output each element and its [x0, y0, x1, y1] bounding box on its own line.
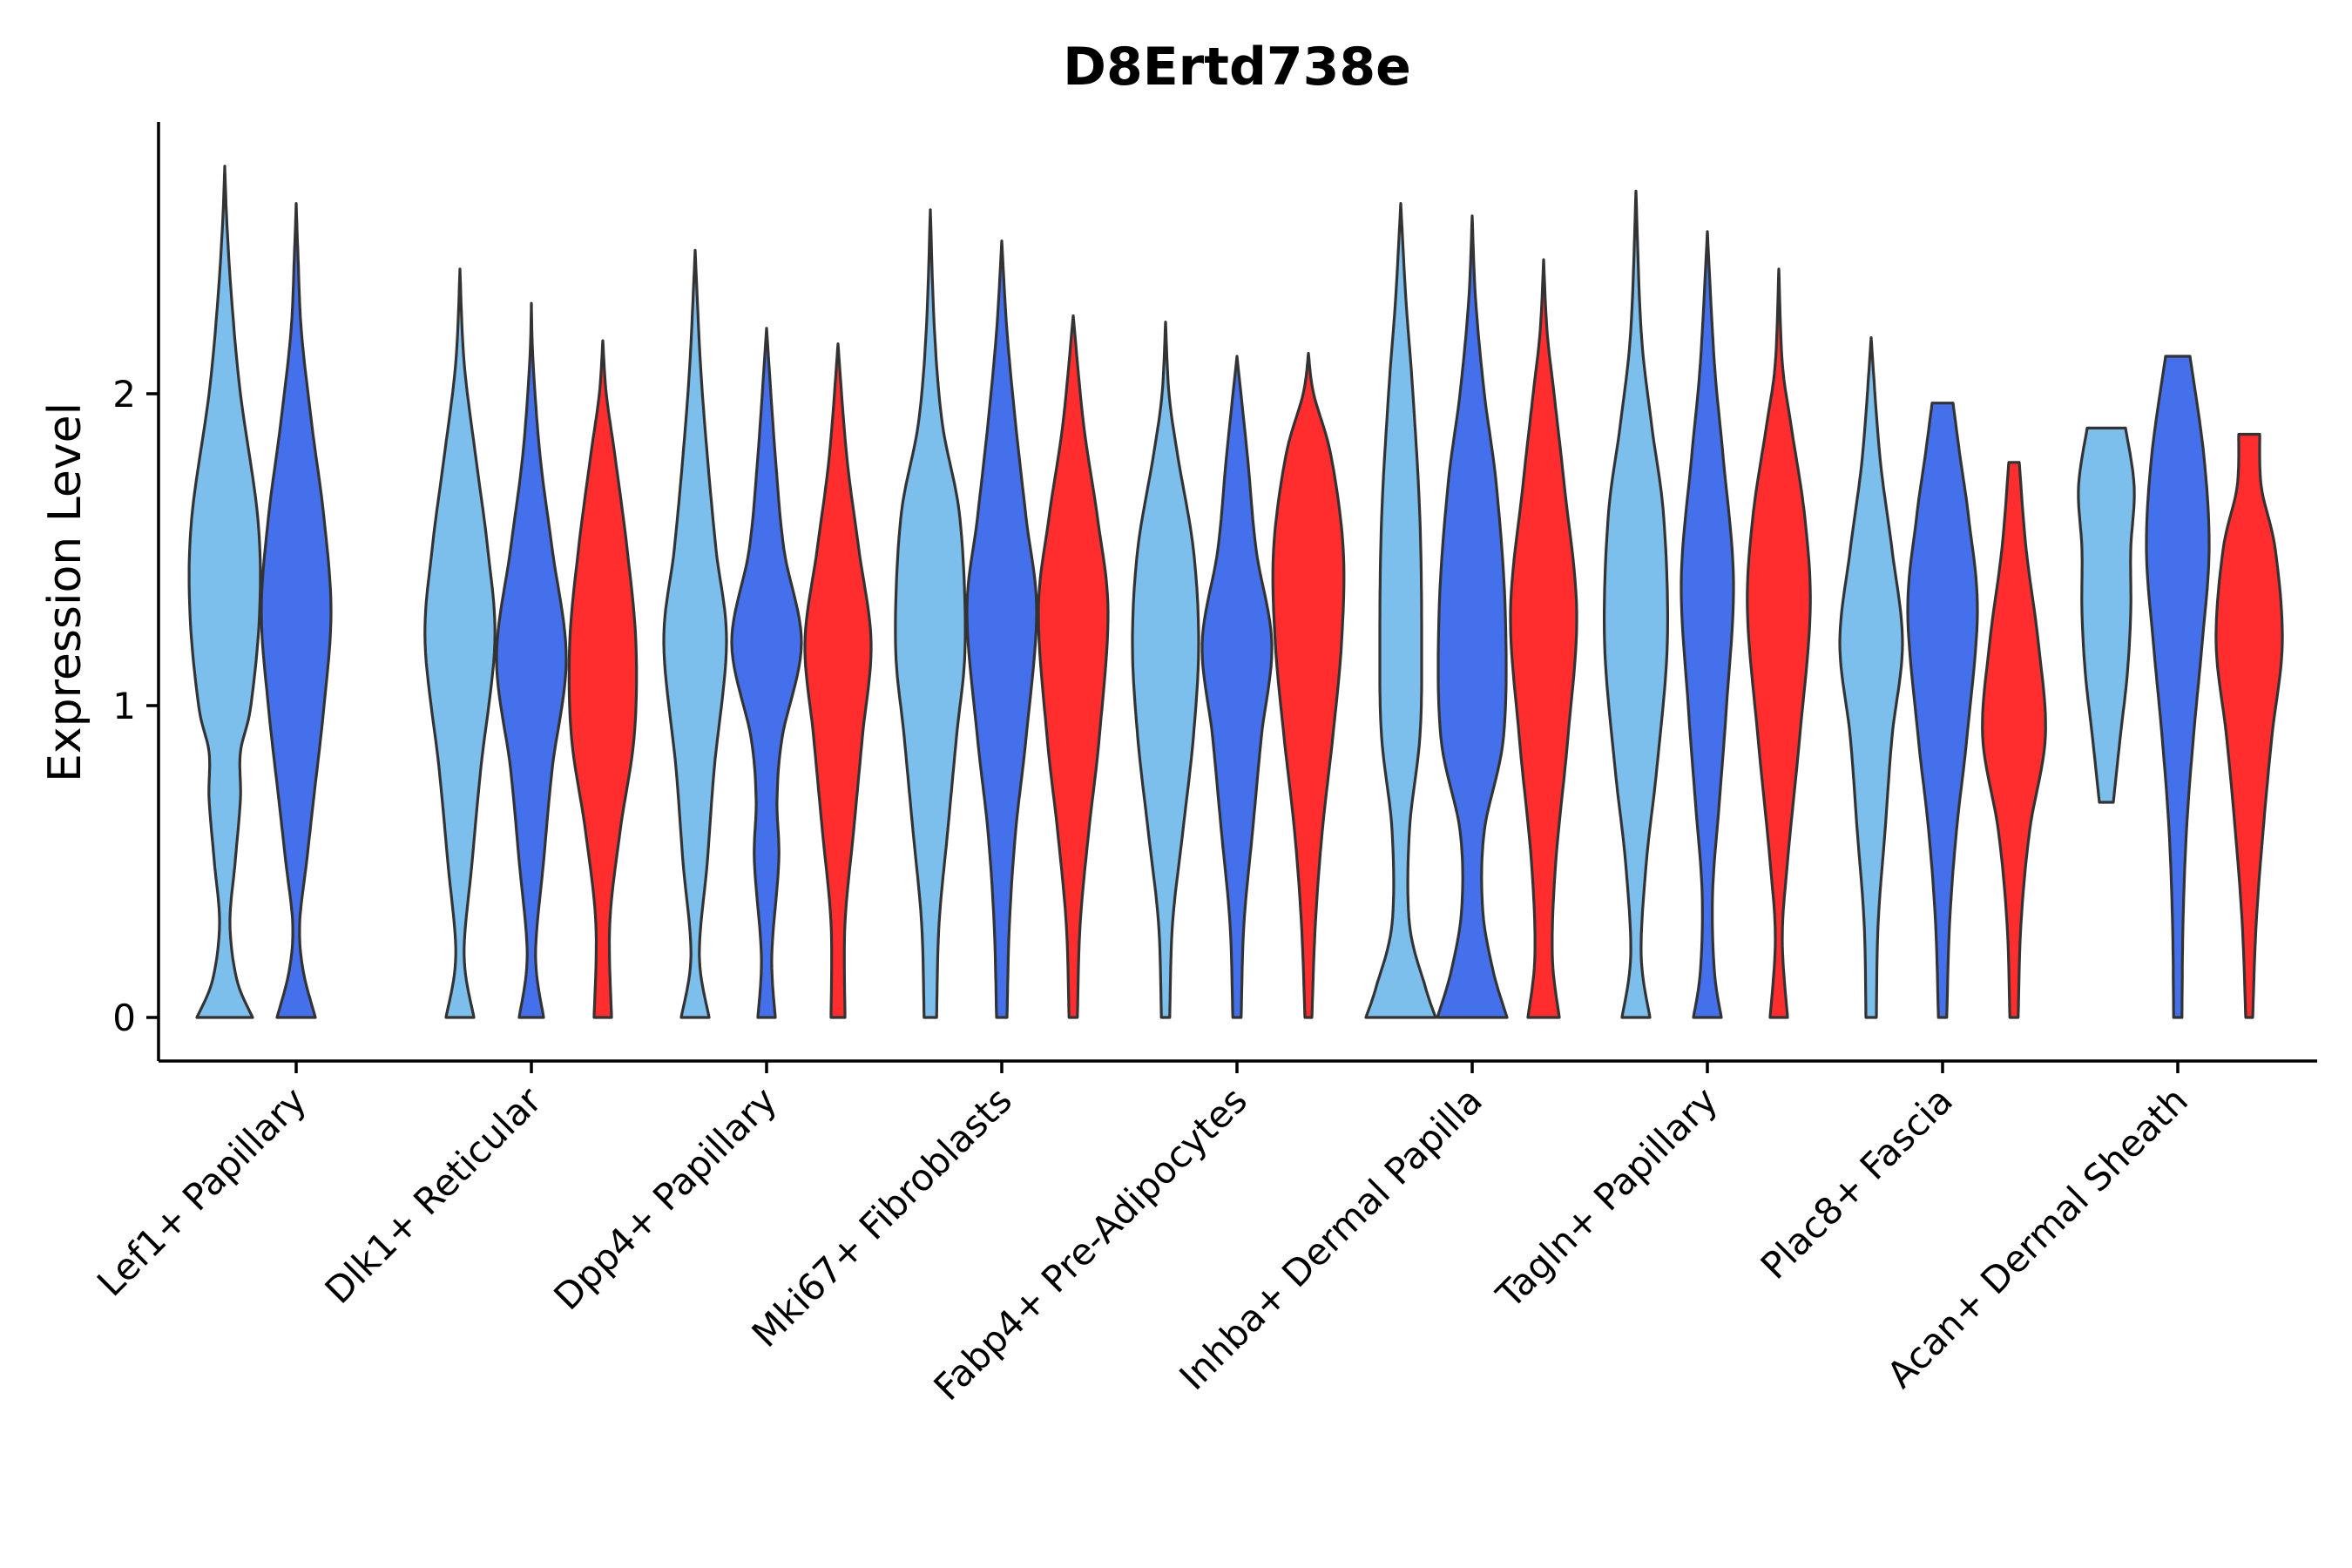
violin-4-2 — [965, 240, 1038, 1019]
violin-3-2 — [730, 327, 803, 1019]
y-tick-label: 2 — [112, 373, 136, 416]
chart-title: D8Ertd738e — [1063, 37, 1411, 98]
violin-1-1 — [187, 165, 262, 1019]
violin-8-1 — [1838, 336, 1904, 1019]
violin-5-2 — [1200, 355, 1274, 1019]
violin-5-3 — [1271, 351, 1346, 1019]
y-tick-label: 0 — [112, 997, 136, 1039]
x-tick-label: Tagln+ Papillary — [1488, 1078, 1726, 1316]
violins-layer — [187, 165, 2284, 1019]
violin-6-2 — [1436, 214, 1509, 1019]
x-tick-label: Dlk1+ Reticular — [317, 1078, 551, 1312]
violin-3-1 — [662, 248, 728, 1019]
violin-9-3 — [2214, 432, 2284, 1019]
violin-9-1 — [2077, 426, 2136, 804]
violin-8-3 — [1981, 461, 2047, 1019]
x-tick-label: Dpp4+ Papillary — [545, 1078, 785, 1318]
violin-7-2 — [1680, 230, 1735, 1019]
violin-9-2 — [2145, 355, 2211, 1019]
violin-4-1 — [894, 208, 967, 1019]
violin-7-1 — [1603, 189, 1669, 1019]
violin-2-1 — [423, 267, 497, 1019]
x-tick-label: Plac8+ Fascia — [1753, 1078, 1961, 1287]
violin-1-2 — [260, 202, 333, 1019]
x-tick-label: Mki67+ Fibroblasts — [744, 1078, 1020, 1355]
violin-4-3 — [1037, 314, 1110, 1019]
violin-6-1 — [1364, 202, 1437, 1019]
y-axis-ticks: 0 1 2 — [112, 373, 159, 1039]
violin-5-1 — [1131, 321, 1200, 1019]
violin-3-3 — [803, 342, 873, 1019]
x-tick-label: Lef1+ Papillary — [89, 1078, 314, 1304]
violin-6-3 — [1509, 258, 1578, 1019]
violin-2-2 — [495, 301, 568, 1019]
violin-7-3 — [1746, 267, 1812, 1019]
violin-8-2 — [1906, 402, 1979, 1019]
violin-2-3 — [567, 339, 639, 1019]
y-tick-label: 1 — [112, 685, 136, 727]
y-axis-label: Expression Level — [39, 402, 91, 782]
